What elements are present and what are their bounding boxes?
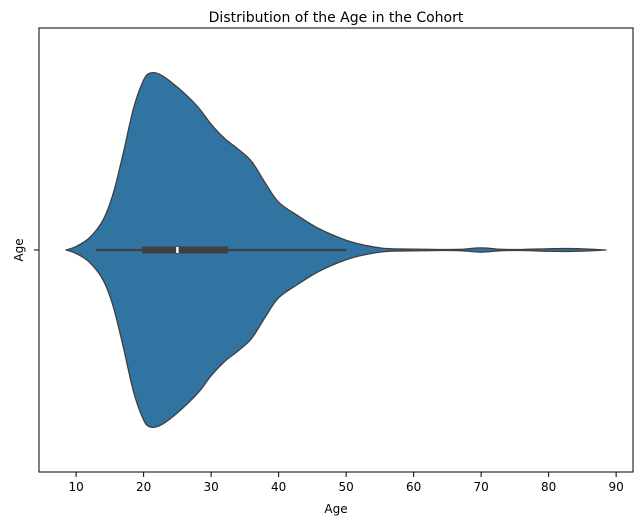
median-marker	[176, 247, 179, 253]
x-tick-label: 70	[473, 480, 488, 494]
y-tick-label: Age	[12, 238, 26, 261]
y-axis-ticks: Age	[12, 238, 39, 262]
x-tick-label: 20	[136, 480, 151, 494]
x-axis-ticks: 10 20 30 40 50 60 70 80 90	[68, 472, 624, 494]
x-axis-label: Age	[324, 502, 347, 516]
x-tick-label: 50	[338, 480, 353, 494]
x-tick-label: 90	[608, 480, 623, 494]
chart-title: Distribution of the Age in the Cohort	[209, 10, 464, 26]
x-tick-label: 30	[203, 480, 218, 494]
x-tick-label: 80	[541, 480, 556, 494]
box-layer	[96, 246, 347, 254]
x-tick-label: 40	[271, 480, 286, 494]
x-tick-label: 10	[68, 480, 83, 494]
x-tick-label: 60	[406, 480, 421, 494]
iqr-box	[142, 246, 228, 254]
